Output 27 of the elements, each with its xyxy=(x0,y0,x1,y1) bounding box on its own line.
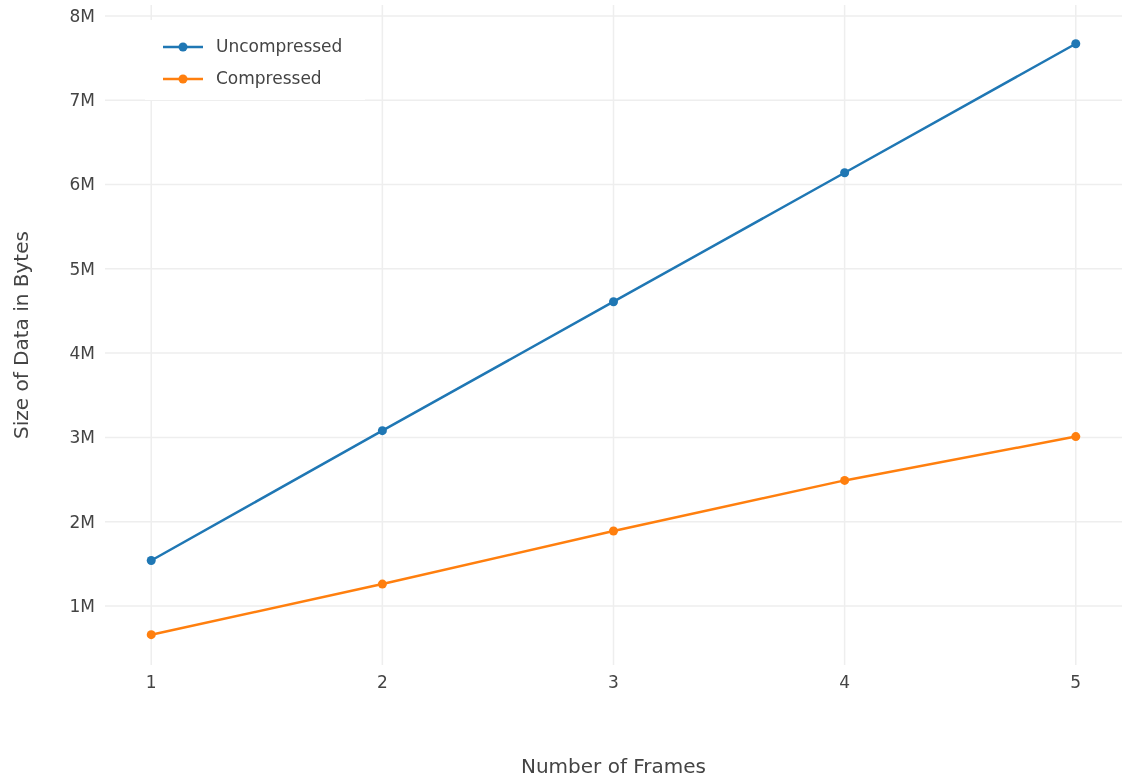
x-axis-title: Number of Frames xyxy=(520,754,707,778)
point xyxy=(1071,39,1081,49)
x-tick-label: 5 xyxy=(1070,672,1082,692)
y-tick-label: 5M xyxy=(69,258,95,279)
y-tick-label: 8M xyxy=(69,5,95,26)
y-tick-label: 7M xyxy=(69,90,95,111)
point xyxy=(377,426,387,436)
point xyxy=(609,297,618,307)
x-tick-label: 4 xyxy=(839,672,851,692)
y-tick-label: 4M xyxy=(69,343,95,364)
legend-label: Uncompressed xyxy=(216,36,343,56)
y-tick-label: 1M xyxy=(69,595,95,616)
point xyxy=(609,526,618,536)
x-tick-label: 2 xyxy=(376,672,388,692)
y-tick-label: 6M xyxy=(69,174,95,195)
x-tick-label: 1 xyxy=(145,672,157,692)
y-tick-label: 2M xyxy=(69,511,95,532)
y-axis-title: Size of Data in Bytes xyxy=(9,231,33,439)
point xyxy=(840,168,850,178)
legend-label: Compressed xyxy=(216,68,322,88)
point xyxy=(146,555,156,565)
point xyxy=(377,579,387,589)
point xyxy=(840,475,850,485)
point xyxy=(146,630,156,640)
point xyxy=(1071,432,1081,442)
y-tick-label: 3M xyxy=(69,427,95,448)
x-tick-label: 3 xyxy=(608,672,619,692)
